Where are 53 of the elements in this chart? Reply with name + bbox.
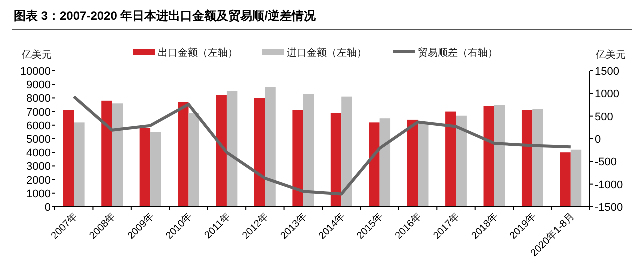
bar <box>484 106 494 207</box>
bar <box>407 120 418 207</box>
bar <box>330 113 342 207</box>
y-axis-title: 亿美元 <box>21 49 52 61</box>
bar <box>494 105 506 207</box>
y2-tick-label: -500 <box>595 156 618 169</box>
bar <box>150 132 162 207</box>
y2-tick-label: 1500 <box>595 66 620 78</box>
bar <box>178 102 189 207</box>
y2-tick-label: 0 <box>595 134 602 146</box>
y2-tick-label: -1000 <box>595 179 624 192</box>
y-tick-label: 0 <box>44 202 51 214</box>
y2-tick-label: 500 <box>595 111 614 124</box>
y-tick-label: 7000 <box>26 106 51 119</box>
y2-axis-title: 亿美元 <box>595 49 626 61</box>
y-tick-label: 10000 <box>20 66 51 78</box>
bar <box>456 116 467 207</box>
bar <box>418 124 429 207</box>
bar <box>63 110 74 207</box>
bar <box>188 113 200 207</box>
y-tick-label: 9000 <box>26 80 51 92</box>
line-series <box>72 95 572 196</box>
y-tick-label: 2000 <box>26 174 51 187</box>
bar <box>342 96 352 207</box>
y2-tick-label: -1500 <box>595 202 624 214</box>
bar <box>570 150 582 207</box>
bar <box>74 122 85 207</box>
bar <box>560 152 571 207</box>
bar <box>254 98 266 207</box>
bar <box>226 91 238 207</box>
y-tick-label: 6000 <box>26 120 51 132</box>
y-tick-label: 4000 <box>26 148 51 160</box>
bar <box>532 109 544 207</box>
chart-title: 图表 3：2007-2020 年日本进出口金额及贸易顺/逆差情况 <box>14 9 318 23</box>
bar <box>292 110 304 207</box>
bar <box>446 112 456 207</box>
y-tick-label: 3000 <box>26 161 51 174</box>
y2-tick-label: 1000 <box>595 88 620 101</box>
bar <box>102 100 112 207</box>
bar <box>265 87 276 207</box>
bar <box>380 118 391 207</box>
legend-label: 贸易顺差（右轴） <box>418 47 498 59</box>
legend-label: 出口金额（左轴） <box>158 47 238 59</box>
bar <box>216 95 227 207</box>
bar <box>140 128 151 207</box>
y-tick-label: 1000 <box>26 188 51 200</box>
y-tick-label: 5000 <box>26 134 51 146</box>
bar <box>112 104 124 207</box>
bar <box>522 110 533 207</box>
legend-label: 进口金额（左轴） <box>287 47 367 59</box>
y-tick-label: 8000 <box>26 93 51 106</box>
bar <box>303 94 314 207</box>
bar <box>369 122 380 207</box>
